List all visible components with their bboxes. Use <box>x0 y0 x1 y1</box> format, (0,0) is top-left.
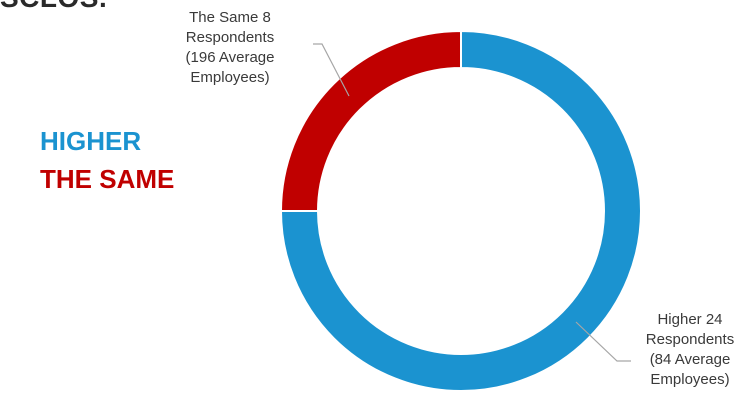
leader-line-the-same <box>313 43 350 97</box>
page-title: SCLOS. <box>0 0 107 14</box>
data-label-line: (84 Average <box>649 351 731 368</box>
data-label-the-same: The Same 8 Respondents (196 Average Empl… <box>160 8 300 88</box>
data-label-line: The Same 8 <box>189 9 271 26</box>
legend: HIGHER THE SAME <box>40 122 174 198</box>
data-label-line: (196 Average <box>185 49 275 66</box>
data-label-line: Employees) <box>650 371 730 388</box>
donut-slice-higher <box>279 29 642 392</box>
donut-slice-the-same <box>279 29 462 212</box>
legend-item-higher: HIGHER <box>40 126 142 156</box>
data-label-line: Respondents <box>645 331 735 348</box>
data-label-line: Higher 24 <box>657 311 723 328</box>
data-label-line: Employees) <box>190 69 270 86</box>
leader-line-higher <box>575 321 631 362</box>
legend-item-the-same: THE SAME <box>40 164 175 194</box>
data-label-higher: Higher 24 Respondents (84 Average Employ… <box>625 310 755 390</box>
data-label-line: Respondents <box>185 29 275 46</box>
